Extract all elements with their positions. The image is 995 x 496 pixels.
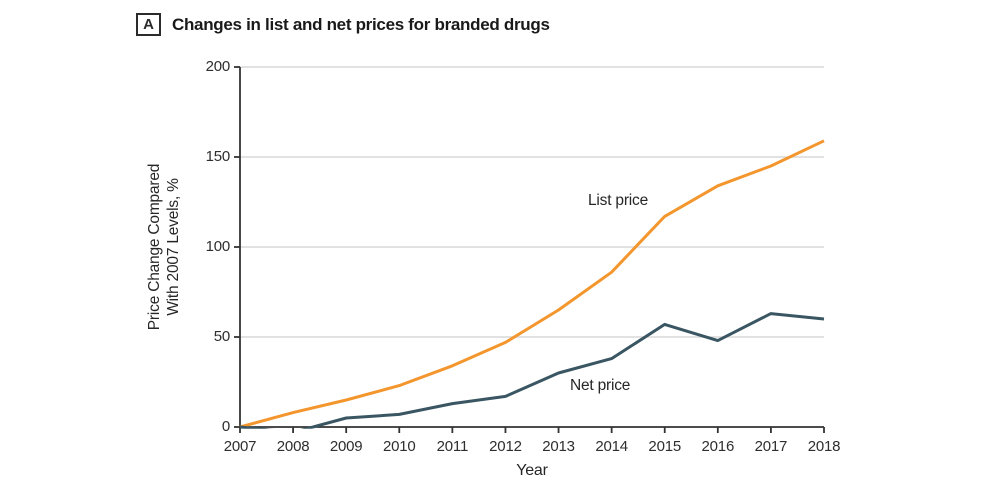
x-axis-title: Year xyxy=(516,462,548,479)
panel-label: A xyxy=(136,13,161,36)
list-price-series-label: List price xyxy=(588,192,649,209)
x-tick-label: 2012 xyxy=(489,438,522,455)
x-tick-label: 2009 xyxy=(329,438,363,455)
x-tick-label: 2013 xyxy=(542,438,575,455)
net-price-line xyxy=(239,312,825,429)
y-tick-label: 100 xyxy=(205,238,231,255)
y-tick-label: 0 xyxy=(221,418,230,435)
figure-header: A Changes in list and net prices for bra… xyxy=(136,13,550,36)
x-tick-label: 2007 xyxy=(223,438,257,455)
x-tick-label: 2018 xyxy=(807,438,841,455)
x-tick-label: 2017 xyxy=(754,438,788,455)
x-tick-label: 2008 xyxy=(276,438,310,455)
net-price-series-label: Net price xyxy=(570,377,631,394)
x-tick-label: 2011 xyxy=(436,438,469,455)
x-tick-label: 2010 xyxy=(382,438,416,455)
x-tick-label: 2016 xyxy=(701,438,735,455)
list-price-line xyxy=(239,139,825,429)
y-tick-label: 150 xyxy=(205,148,231,165)
y-tick-label: 200 xyxy=(205,58,231,75)
x-tick-label: 2015 xyxy=(648,438,681,455)
figure-title: Changes in list and net prices for brand… xyxy=(172,14,550,34)
x-tick-label: 2014 xyxy=(595,438,628,455)
y-tick-label: 50 xyxy=(213,328,230,345)
